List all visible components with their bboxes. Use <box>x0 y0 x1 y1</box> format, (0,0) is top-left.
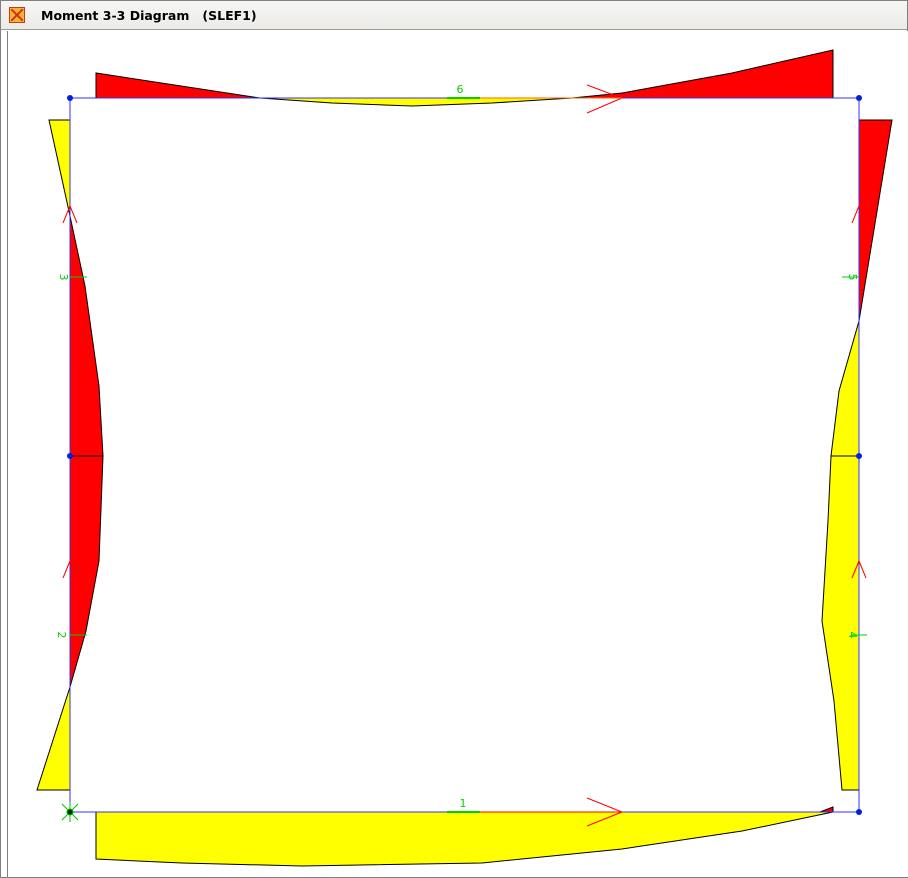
joint-node <box>67 453 73 459</box>
joints <box>67 95 862 815</box>
frame-6-negative-right <box>571 49 834 99</box>
support-icon <box>61 802 79 822</box>
frame-label-3: 3 <box>57 274 70 281</box>
frame-lines <box>69 97 860 813</box>
frame-1-negative-right <box>819 806 834 813</box>
window-title: Moment 3-3 Diagram (SLEF1) <box>41 7 257 23</box>
joint-node <box>856 453 862 459</box>
frame-label-2: 2 <box>55 632 68 639</box>
title-bar[interactable]: Moment 3-3 Diagram (SLEF1) <box>1 1 907 30</box>
app-logo-icon[interactable] <box>9 7 25 23</box>
frame-3-negative <box>69 215 104 457</box>
frame-label-5: 5 <box>846 274 859 281</box>
frame-2-axis-arrow-icon <box>62 559 78 579</box>
frame-2-negative <box>69 455 104 688</box>
label-ticks <box>70 97 867 813</box>
frame-1-positive <box>95 811 834 867</box>
frame-6-axis-arrow-icon <box>586 84 624 114</box>
joint-node <box>67 95 73 101</box>
local-axis-arrows <box>62 84 867 827</box>
frame-5-negative-top <box>858 119 893 322</box>
frame-5-positive <box>830 320 860 457</box>
frame-label-6: 6 <box>457 83 464 96</box>
frame-4-axis-arrow-icon <box>851 559 867 579</box>
moment-diagram-svg[interactable]: 6 1 3 2 5 4 <box>8 31 908 877</box>
frame-3-positive-top <box>48 119 71 217</box>
frame-4-positive <box>821 455 860 791</box>
joint-node <box>856 95 862 101</box>
frame-6-positive-middle <box>259 97 573 107</box>
frame-label-4: 4 <box>846 632 859 639</box>
frame-2-positive-bottom <box>36 686 71 791</box>
frame-6-negative-left <box>95 72 261 99</box>
frame-5-axis-arrow-icon <box>851 204 867 224</box>
frame-3-axis-arrow-icon <box>62 204 78 224</box>
frame-label-1: 1 <box>460 797 467 810</box>
joint-node <box>856 809 862 815</box>
diagram-canvas[interactable]: 6 1 3 2 5 4 <box>7 31 908 877</box>
